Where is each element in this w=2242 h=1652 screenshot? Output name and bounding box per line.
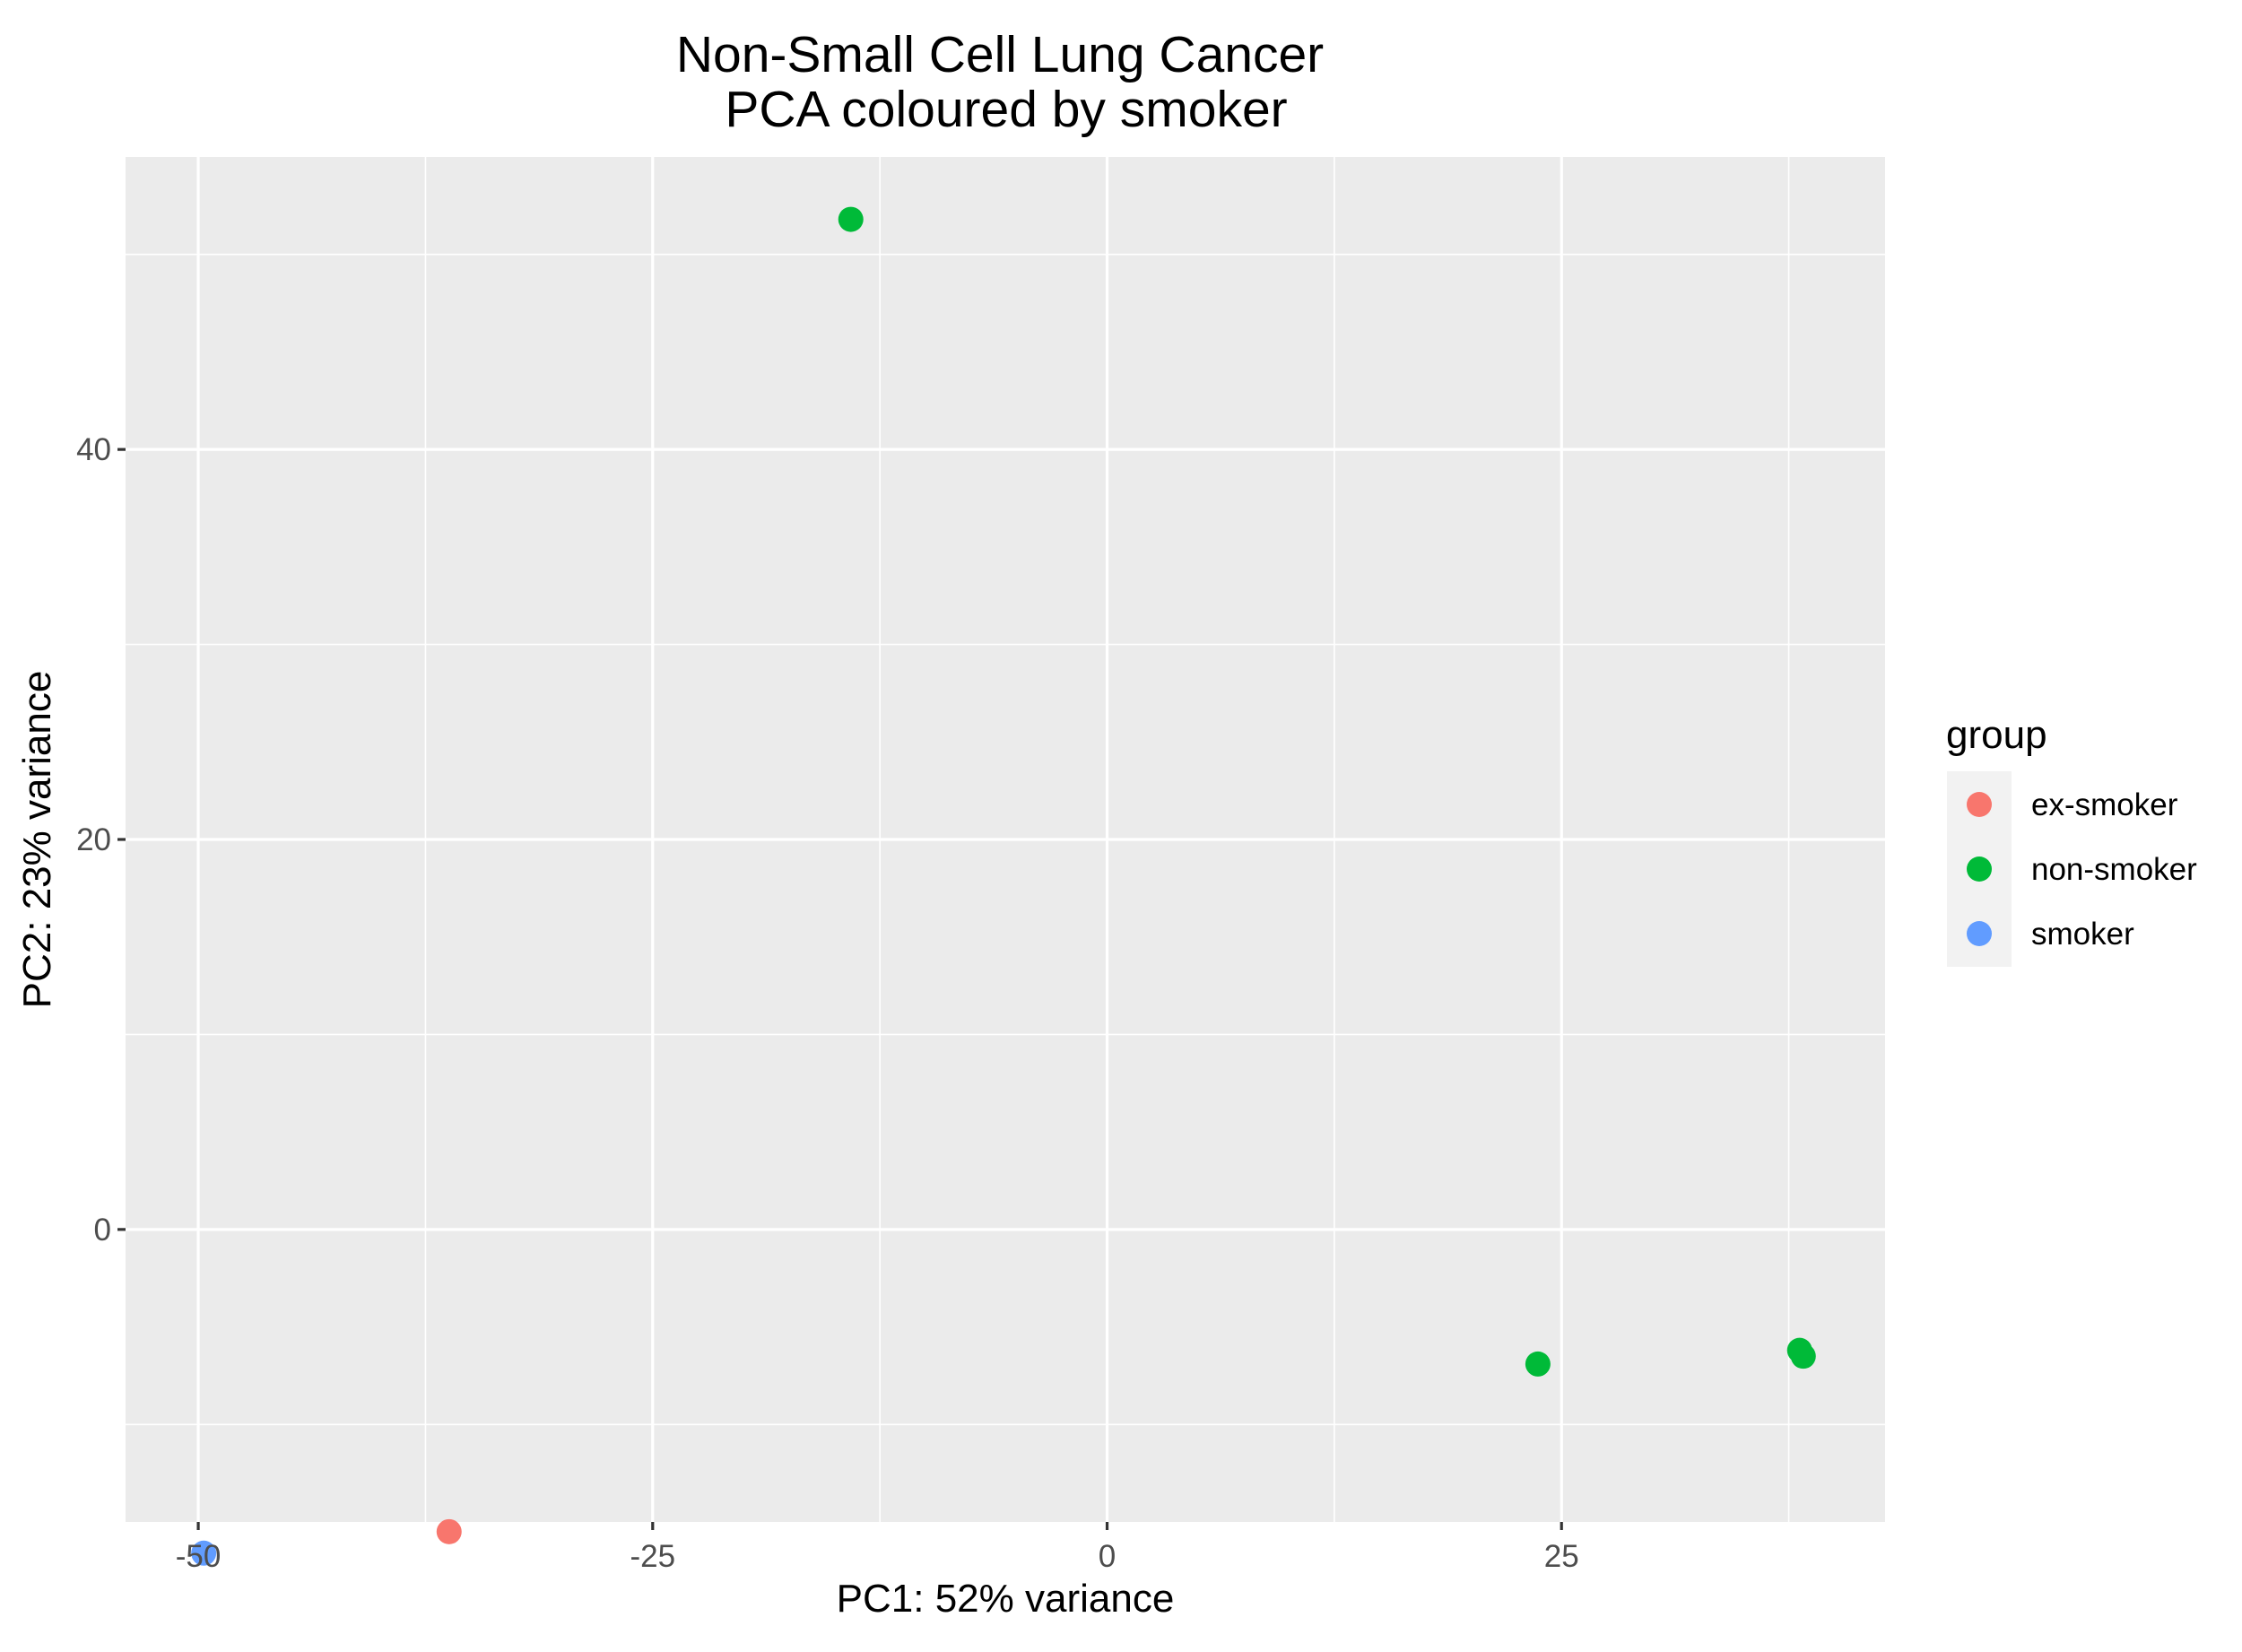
y-axis-title: PC2: 23% variance — [15, 671, 59, 1009]
y-tick-label: 40 — [76, 432, 111, 467]
legend-label-non-smoker: non-smoker — [2031, 852, 2197, 887]
data-points — [191, 206, 1816, 1566]
legend-key-non-smoker — [1967, 856, 1992, 882]
legend-label-smoker: smoker — [2031, 917, 2134, 952]
y-tick-label: 0 — [94, 1213, 111, 1248]
x-tick-label: 25 — [1544, 1539, 1579, 1574]
major-grid — [126, 157, 1885, 1522]
y-tick-label: 20 — [76, 822, 111, 857]
chart-subtitle: PCA coloured by smoker — [725, 81, 1287, 138]
legend-title: group — [1946, 713, 2047, 757]
legend: group ex-smoker non-smoker smoker — [1946, 713, 2197, 967]
legend-entries: ex-smoker non-smoker smoker — [1967, 787, 2197, 952]
data-point-ex-smoker — [436, 1518, 462, 1544]
chart-title: Non-Small Cell Lung Cancer — [676, 26, 1324, 83]
legend-key-ex-smoker — [1967, 792, 1992, 817]
y-axis: 0 20 40 — [76, 432, 126, 1248]
x-axis: -50 -25 0 25 — [176, 1522, 1579, 1574]
data-point-non-smoker — [1525, 1351, 1551, 1377]
data-point-smoker — [191, 1540, 217, 1566]
data-point-non-smoker — [1790, 1343, 1816, 1369]
data-point-non-smoker — [838, 206, 864, 232]
x-tick-label: -50 — [176, 1539, 222, 1574]
legend-label-ex-smoker: ex-smoker — [2031, 787, 2178, 822]
legend-key-smoker — [1967, 921, 1992, 946]
x-tick-label: -25 — [630, 1539, 675, 1574]
x-axis-title: PC1: 52% variance — [837, 1577, 1175, 1621]
x-tick-label: 0 — [1099, 1539, 1116, 1574]
